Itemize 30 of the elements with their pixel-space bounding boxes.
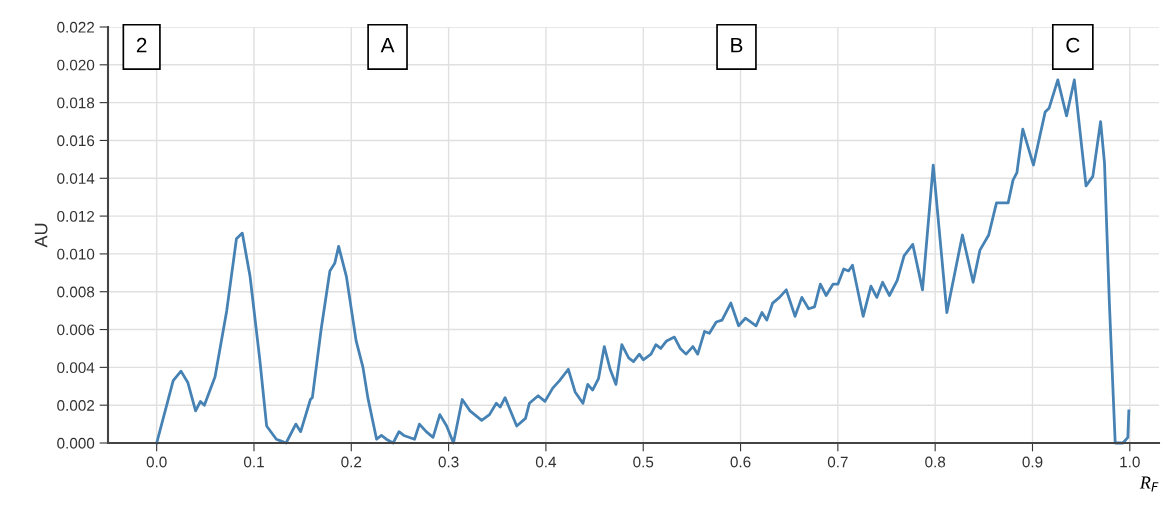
x-tick-label: 0.6 [730, 456, 751, 468]
line-series [155, 78, 1131, 445]
y-tick-label: 0.022 [57, 21, 95, 33]
x-tick-label: 0.9 [1022, 456, 1043, 468]
annotation: 2 [136, 37, 147, 53]
x-tick-label: 0.3 [438, 456, 459, 468]
x-tick-label: 0.8 [925, 456, 946, 468]
y-tick-label: 0.016 [57, 135, 95, 147]
y-tick-label: 0.008 [57, 286, 95, 298]
y-tick-label: 0.004 [57, 362, 95, 374]
y-tick-label: 0.020 [57, 59, 95, 71]
annotation: C [1066, 37, 1080, 53]
y-tick-label: 0.006 [57, 324, 95, 336]
x-tick-label: 1.0 [1120, 456, 1140, 468]
y-tick-label: 0.000 [57, 437, 95, 449]
annotation: B [731, 38, 743, 53]
y-axis-title: AU [34, 223, 48, 248]
y-tick-label: 0.014 [57, 173, 95, 184]
y-tick-label: 0.010 [57, 248, 95, 260]
x-tick-label: 0.4 [535, 456, 557, 468]
y-tick-label: 0.018 [57, 97, 95, 109]
y-tick-label: 0.012 [57, 210, 95, 222]
x-tick-label: 0.0 [146, 456, 167, 468]
x-axis-title: R$_{F}$ [1139, 476, 1159, 492]
x-tick-label: 0.1 [243, 456, 264, 468]
x-tick-label: 0.7 [827, 456, 848, 468]
x-tick-label: 0.2 [341, 456, 362, 468]
y-tick-label: 0.002 [57, 400, 95, 411]
x-tick-label: 0.5 [633, 456, 654, 468]
annotation: A [380, 38, 395, 53]
